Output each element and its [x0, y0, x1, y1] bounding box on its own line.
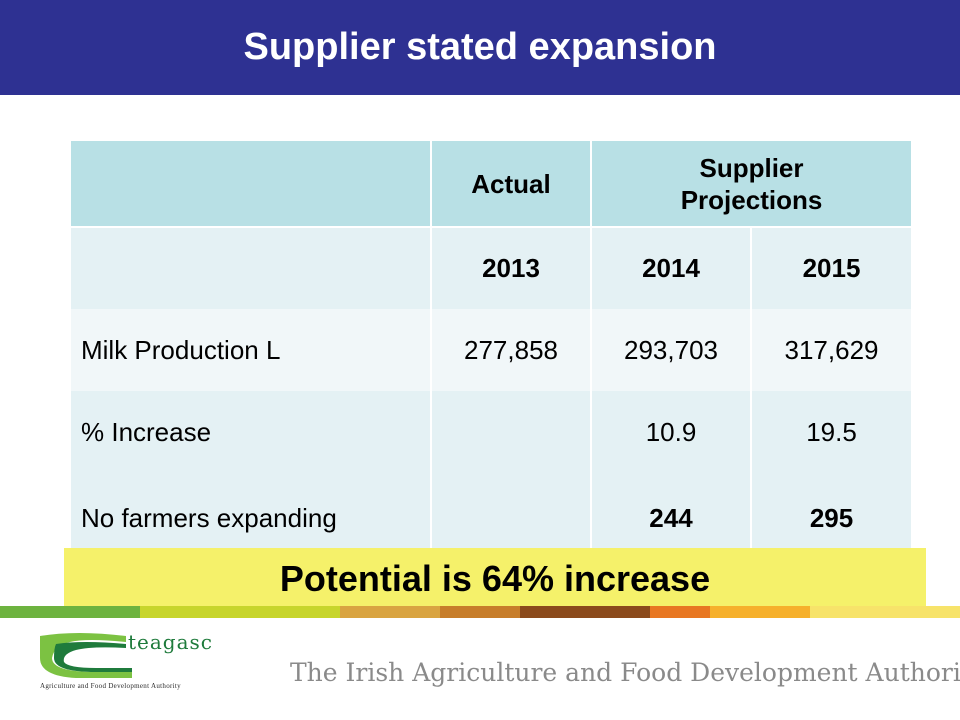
callout-text: Potential is 64% increase — [279, 557, 711, 599]
expansion-table: Actual Supplier Projections 2013 2014 20… — [71, 141, 912, 575]
table-header-row: Actual Supplier Projections — [71, 141, 912, 227]
table-years-row: 2013 2014 2015 — [71, 227, 912, 309]
logo-swoosh-icon — [40, 633, 132, 678]
logo-tagline: Agriculture and Food Development Authori… — [40, 682, 181, 690]
increase-2015: 19.5 — [751, 391, 912, 473]
table-row: Milk Production L 277,858 293,703 317,62… — [71, 309, 912, 391]
logo-wordmark: teagasc — [128, 630, 213, 654]
teagasc-logo: teagasc Agriculture and Food Development… — [36, 628, 226, 698]
color-stripe — [0, 606, 960, 618]
increase-2013 — [431, 391, 592, 473]
year-2015: 2015 — [751, 227, 912, 309]
header-empty-cell — [71, 141, 432, 227]
callout-banner: Potential is 64% increase — [64, 548, 926, 609]
year-2013: 2013 — [431, 227, 592, 309]
milk-2013: 277,858 — [431, 309, 592, 391]
authority-text: The Irish Agriculture and Food Developme… — [290, 658, 960, 687]
years-empty-cell — [71, 227, 432, 309]
table-row: % Increase 10.9 19.5 — [71, 391, 912, 473]
row-label-increase: % Increase — [71, 391, 432, 473]
year-2014: 2014 — [591, 227, 752, 309]
milk-2015: 317,629 — [751, 309, 912, 391]
header-projections: Supplier Projections — [591, 141, 912, 227]
row-label-milk: Milk Production L — [71, 309, 432, 391]
slide-title: Supplier stated expansion — [0, 0, 960, 95]
increase-2014: 10.9 — [591, 391, 752, 473]
slide-title-text: Supplier stated expansion — [243, 26, 717, 68]
header-actual: Actual — [431, 141, 592, 227]
milk-2014: 293,703 — [591, 309, 752, 391]
